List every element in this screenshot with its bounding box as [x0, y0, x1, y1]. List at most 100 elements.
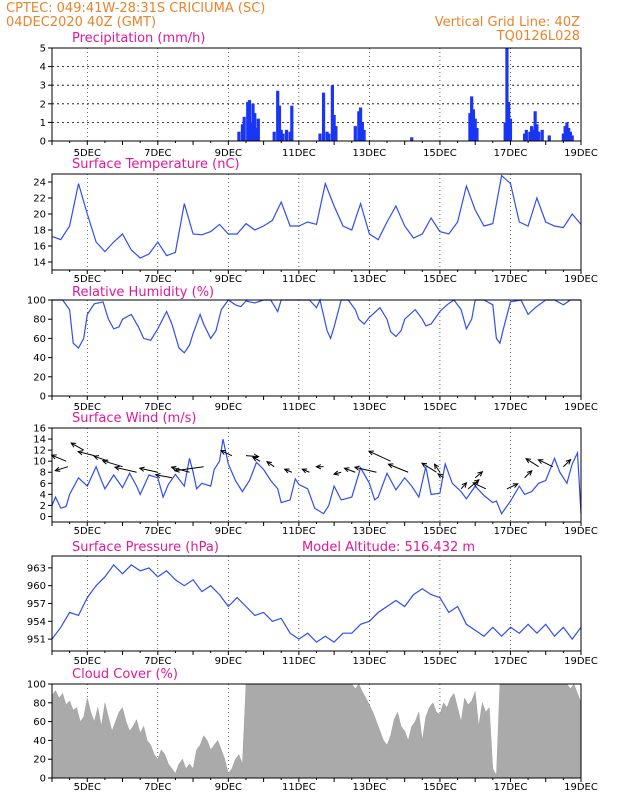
precip-bar: [503, 122, 507, 141]
wind-arrow-shaft: [102, 460, 123, 468]
panel-title: Surface Temperature (nC): [72, 157, 240, 172]
precip-bar: [473, 118, 477, 141]
y-tick-label: 0: [40, 512, 46, 523]
wind-arrow-head: [477, 471, 484, 477]
precip-bar: [288, 131, 292, 141]
precip-bar: [325, 131, 329, 141]
precip-bar: [563, 126, 567, 141]
wind-arrow-shaft: [388, 463, 409, 473]
precip-bar: [279, 129, 283, 141]
y-tick-label: 40: [33, 736, 46, 747]
x-tick-label: 5DEC: [74, 656, 101, 667]
wind-arrow-head: [526, 469, 533, 476]
precip-bar: [533, 111, 537, 141]
panel-6: Cloud Cover (%) 0 20 40 60 80 100 5DEC 7DEC 9DEC 1…: [27, 667, 598, 793]
run-date-label: 04DEC2020 40Z (GMT): [6, 15, 156, 30]
precip-bar: [358, 107, 363, 141]
series-line: [51, 438, 582, 515]
precip-bar: [357, 111, 361, 141]
x-tick-label: 9DEC: [215, 782, 242, 793]
x-tick-label: 9DEC: [215, 148, 242, 159]
precip-bar: [272, 131, 276, 141]
x-tick-label: 11DEC: [282, 526, 316, 537]
y-tick-label: 60: [33, 334, 46, 345]
precip-bar: [277, 105, 282, 141]
x-tick-label: 19DEC: [564, 526, 598, 537]
wind-arrow-shaft: [368, 450, 391, 462]
wind-arrow-shaft: [524, 470, 533, 479]
y-tick-label: 954: [27, 617, 46, 628]
precip-bar: [276, 90, 280, 141]
wind-arrow-head: [70, 442, 77, 448]
y-tick-label: 4: [40, 490, 46, 501]
precip-bar: [290, 105, 294, 141]
x-tick-label: 5DEC: [74, 274, 101, 285]
precip-bar: [528, 131, 532, 141]
y-tick-label: 60: [33, 717, 46, 728]
wind-arrow-head: [565, 458, 572, 465]
x-tick-label: 13DEC: [353, 782, 387, 793]
wind-arrow-head: [253, 453, 260, 459]
panel-title: Cloud Cover (%): [72, 667, 178, 682]
x-tick-label: 17DEC: [494, 402, 528, 413]
wind-arrow-shaft: [245, 455, 259, 458]
panel-title: Relative Humidity (%): [72, 285, 214, 300]
y-tick-label: 0: [40, 392, 46, 403]
y-tick-label: 10: [33, 457, 46, 468]
y-tick-label: 40: [33, 353, 46, 364]
y-tick-label: 8: [40, 468, 46, 479]
wind-arrow-head: [283, 468, 290, 474]
y-tick-label: 5: [40, 44, 46, 55]
precip-bar: [254, 127, 259, 141]
wind-arrow-shaft: [506, 483, 518, 490]
series-line: [51, 174, 582, 259]
wind-arrow-head: [301, 468, 308, 474]
x-tick-label: 11DEC: [282, 274, 316, 285]
y-tick-label: 22: [33, 194, 46, 205]
precip-bar: [242, 116, 246, 141]
panel-title: Precipitation (mm/h): [72, 31, 205, 46]
precip-bar: [547, 135, 551, 141]
precip-bar: [531, 129, 535, 141]
wind-arrow-shaft: [344, 467, 356, 473]
panel-frame: [51, 427, 582, 523]
y-tick-label: 14: [33, 435, 46, 446]
precip-bar: [565, 122, 569, 141]
wind-arrow-shaft: [354, 466, 377, 473]
precip-bar: [561, 133, 565, 141]
precip-bar: [284, 129, 289, 141]
x-tick-label: 15DEC: [423, 274, 457, 285]
y-tick-label: 100: [27, 296, 46, 307]
precip-bar: [251, 103, 255, 141]
x-tick-label: 11DEC: [282, 148, 316, 159]
x-tick-label: 13DEC: [353, 656, 387, 667]
precip-bar: [281, 133, 285, 141]
x-tick-label: 13DEC: [353, 274, 387, 285]
x-tick-label: 13DEC: [353, 526, 387, 537]
precip-bar: [537, 131, 541, 141]
x-tick-label: 19DEC: [564, 274, 598, 285]
wind-arrow-head: [537, 459, 544, 464]
wind-arrow-shaft: [434, 463, 441, 473]
wind-arrow-head: [113, 465, 121, 471]
precip-bar: [360, 122, 364, 141]
cloud-cover-area: [51, 683, 582, 779]
wind-arrow-head: [421, 462, 428, 468]
y-tick-label: 2: [40, 501, 46, 512]
precip-bar: [246, 101, 250, 141]
wind-arrow-shaft: [174, 466, 204, 472]
precip-bar: [332, 114, 336, 141]
precip-bar: [508, 118, 513, 141]
x-tick-label: 15DEC: [423, 526, 457, 537]
x-tick-label: 17DEC: [494, 782, 528, 793]
precip-bar: [334, 126, 338, 141]
y-tick-label: 951: [27, 635, 46, 646]
precip-bar: [321, 92, 326, 141]
precip-bar: [353, 126, 357, 141]
x-tick-label: 17DEC: [494, 656, 528, 667]
precip-bar: [567, 127, 571, 141]
precip-bar: [470, 96, 474, 141]
wind-arrow-shaft: [252, 456, 261, 462]
y-tick-label: 16: [33, 242, 46, 253]
